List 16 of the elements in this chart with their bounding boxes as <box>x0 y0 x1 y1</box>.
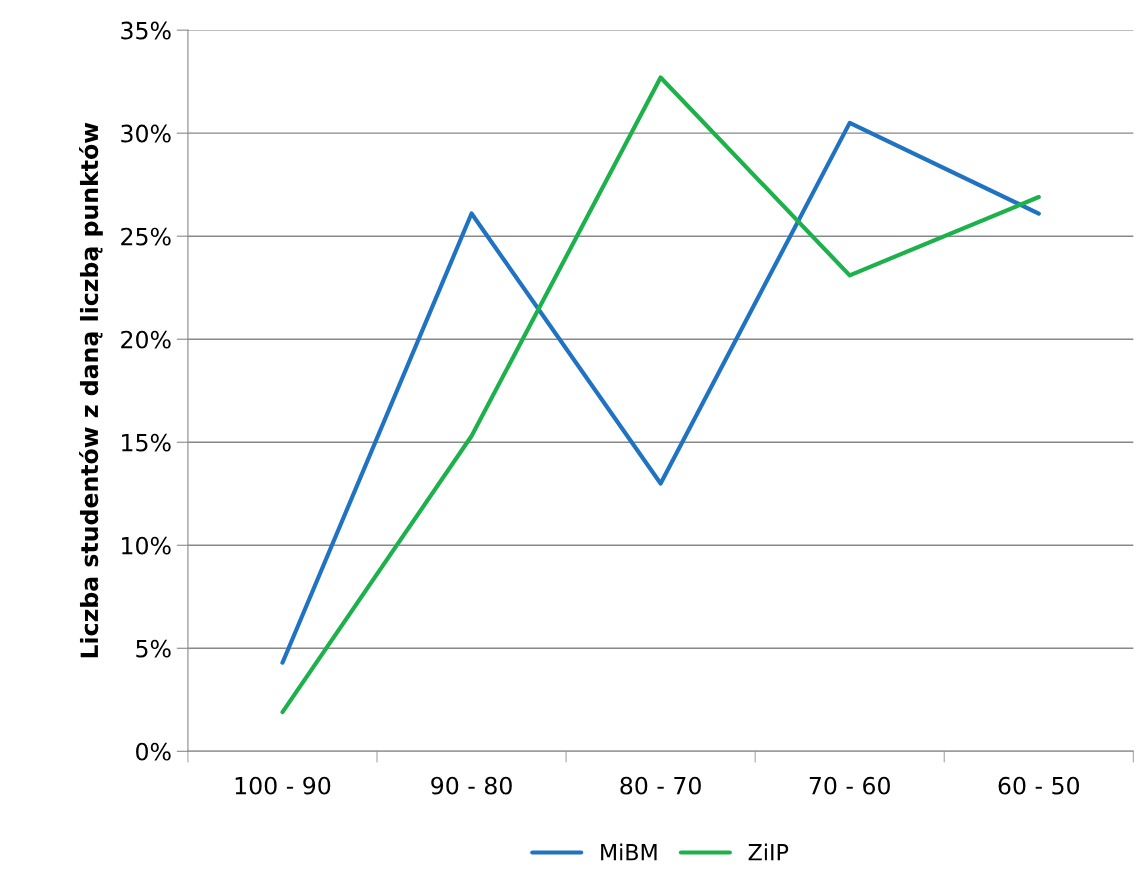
y-tick-label: 30% <box>121 124 171 143</box>
y-tick-label: 0% <box>136 742 171 761</box>
x-tick-label: 70 - 60 <box>809 776 890 795</box>
x-tick-label: 60 - 50 <box>998 776 1080 795</box>
y-tick-label: 15% <box>122 433 171 452</box>
y-tick-label: 20% <box>121 330 171 349</box>
y-tick-label: 10% <box>122 536 171 555</box>
legend-label: MiBM <box>601 843 657 861</box>
x-tick-label: 90 - 80 <box>431 776 512 795</box>
y-tick-label: 25% <box>121 227 171 246</box>
x-tick-label: 100 - 90 <box>235 776 331 795</box>
legend-label: ZiIP <box>748 843 789 861</box>
x-tick-label: 80 - 70 <box>620 776 701 795</box>
y-tick-label: 5% <box>136 639 171 658</box>
y-axis-title: Liczba studentów z daną liczbą punktów <box>79 122 103 658</box>
y-tick-label: 35% <box>121 21 171 40</box>
